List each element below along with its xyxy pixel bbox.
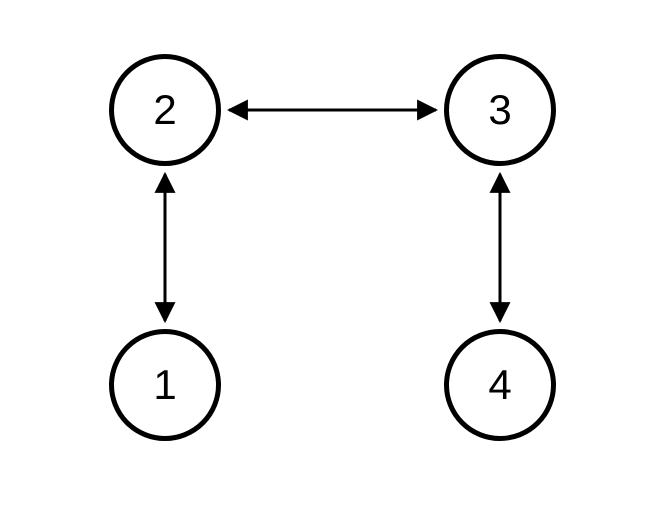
node-label: 2 (153, 86, 176, 134)
node-n4: 4 (444, 329, 556, 441)
node-label: 3 (488, 86, 511, 134)
node-label: 1 (153, 361, 176, 409)
node-n2: 2 (109, 54, 221, 166)
edges-layer (0, 0, 657, 514)
node-label: 4 (488, 361, 511, 409)
graph-diagram: 1 2 3 4 (0, 0, 657, 514)
node-n3: 3 (444, 54, 556, 166)
node-n1: 1 (109, 329, 221, 441)
